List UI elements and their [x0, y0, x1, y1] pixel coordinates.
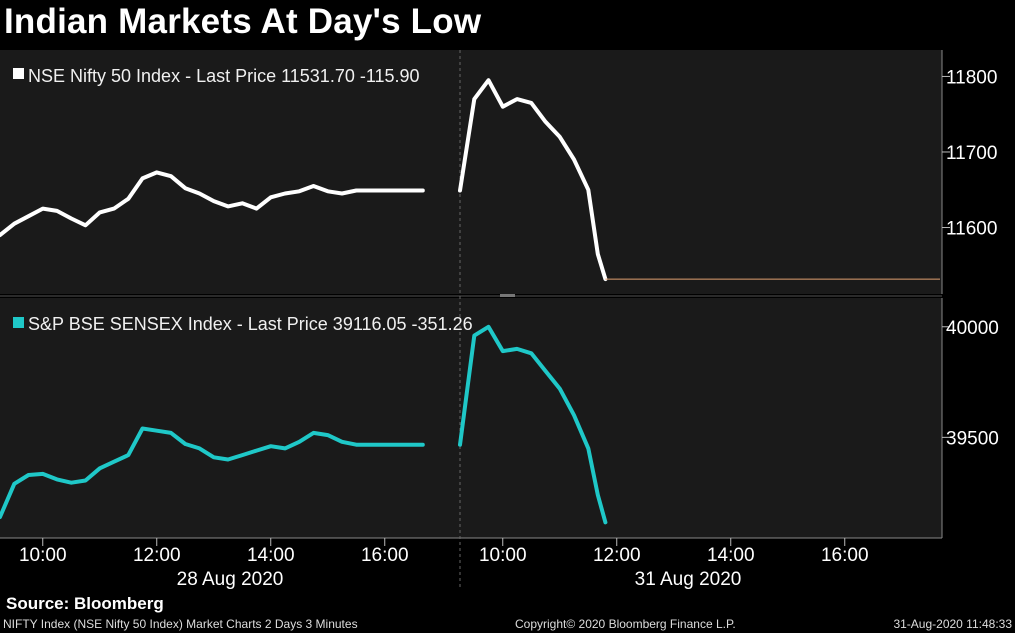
xtick-label: 16:00: [361, 545, 409, 566]
xtick-label: 14:00: [247, 545, 295, 566]
footer-bar: NIFTY Index (NSE Nifty 50 Index) Market …: [0, 615, 1015, 633]
sensex-ytick-label: 39500: [946, 428, 999, 449]
footer-description: NIFTY Index (NSE Nifty 50 Index) Market …: [3, 617, 358, 631]
sensex-ytick-label: 40000: [946, 318, 999, 339]
xtick-label: 10:00: [479, 545, 527, 566]
sensex-series-line-segment-1: [0, 426, 425, 519]
footer-timestamp: 31-Aug-2020 11:48:33: [893, 617, 1012, 631]
day2-date-label: 31 Aug 2020: [635, 569, 742, 590]
source-note: Source: Bloomberg: [6, 594, 164, 613]
chart-title: Indian Markets At Day's Low: [4, 2, 482, 41]
xtick-label: 14:00: [707, 545, 755, 566]
nifty-legend-swatch: [13, 68, 24, 79]
nifty-chart: 11600 11700 11800: [0, 67, 997, 282]
sensex-panel-bg: [0, 298, 942, 538]
nifty-ytick-label: 11800: [946, 67, 997, 88]
sensex-series-line-segment-2: [458, 324, 608, 525]
xtick-label: 12:00: [133, 545, 181, 566]
xtick-label: 10:00: [19, 545, 67, 566]
nifty-series-line-segment-1: [0, 170, 425, 238]
nifty-series-line-segment-2: [458, 78, 608, 282]
nifty-ytick-label: 11700: [946, 143, 997, 164]
nifty-ytick-label: 11600: [946, 219, 997, 240]
panel-divider-handle[interactable]: [500, 294, 515, 297]
nifty-legend-label: NSE Nifty 50 Index - Last Price 11531.70…: [28, 66, 420, 86]
xtick-label: 16:00: [821, 545, 869, 566]
xtick-label: 12:00: [593, 545, 641, 566]
x-axis: 10:00 12:00 14:00 16:00 28 Aug 2020 10:00 12:0…: [19, 538, 869, 590]
sensex-chart: 39500 40000: [0, 318, 999, 525]
footer-copyright: Copyright© 2020 Bloomberg Finance L.P.: [515, 617, 736, 631]
nifty-panel-bg: [0, 50, 942, 294]
day1-date-label: 28 Aug 2020: [177, 569, 284, 590]
sensex-legend-swatch: [13, 317, 24, 328]
sensex-legend-label: S&P BSE SENSEX Index - Last Price 39116.…: [28, 314, 473, 334]
